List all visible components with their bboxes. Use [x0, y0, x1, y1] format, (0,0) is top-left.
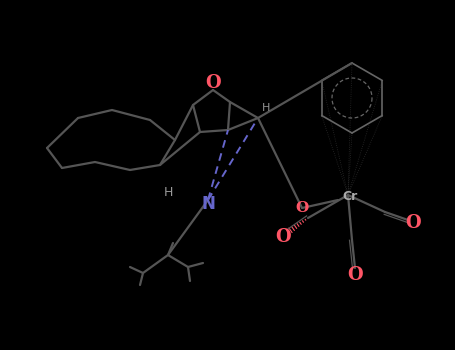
Text: H: H	[262, 103, 270, 113]
Text: Cr: Cr	[342, 190, 358, 203]
Text: O: O	[205, 74, 221, 92]
Text: N: N	[201, 195, 215, 213]
Text: O: O	[295, 201, 308, 215]
Text: O: O	[405, 214, 421, 232]
Text: H: H	[163, 186, 173, 198]
Text: O: O	[275, 228, 291, 246]
Text: O: O	[347, 266, 363, 284]
